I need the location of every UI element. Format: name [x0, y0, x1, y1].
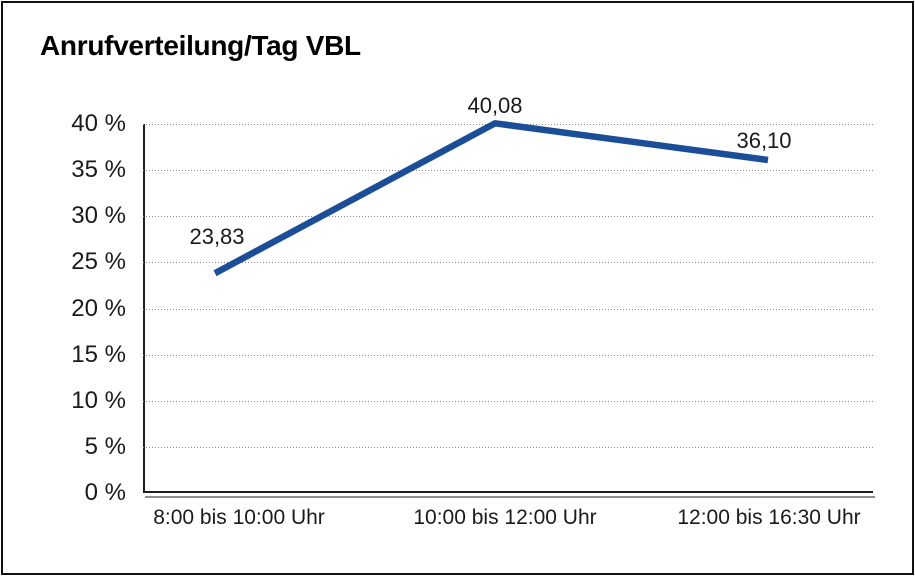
x-category-label: 8:00 bis 10:00 Uhr: [153, 506, 325, 529]
x-category-label: 12:00 bis 16:30 Uhr: [677, 506, 861, 529]
plot-area: [143, 124, 873, 493]
chart-title: Anrufverteilung/Tag VBL: [40, 30, 361, 61]
gridline: [143, 170, 873, 172]
x-axis-line: [143, 491, 873, 493]
data-point-label: 40,08: [467, 93, 523, 118]
data-point-label: 23,83: [189, 224, 245, 249]
gridline: [143, 354, 873, 356]
gridline: [143, 400, 873, 402]
x-category-label: 10:00 bis 12:00 Uhr: [413, 506, 597, 529]
y-tick-label: 15 %: [71, 340, 126, 368]
gridline: [143, 262, 873, 264]
gridline: [143, 446, 873, 448]
y-tick-label: 0 %: [84, 479, 126, 506]
gridline: [143, 308, 873, 310]
x-axis-shadow-line: [145, 496, 875, 498]
y-tick-label: 40 %: [71, 110, 126, 137]
y-tick-label: 30 %: [71, 202, 126, 230]
y-tick-label: 5 %: [84, 432, 126, 460]
y-tick-label: 10 %: [71, 386, 126, 414]
y-tick-label: 20 %: [71, 294, 126, 322]
y-tick-label: 35 %: [71, 156, 126, 184]
data-point-label: 36,10: [736, 128, 792, 153]
gridline: [143, 216, 873, 218]
y-tick-label: 25 %: [71, 248, 126, 276]
series-line: [213, 119, 769, 277]
